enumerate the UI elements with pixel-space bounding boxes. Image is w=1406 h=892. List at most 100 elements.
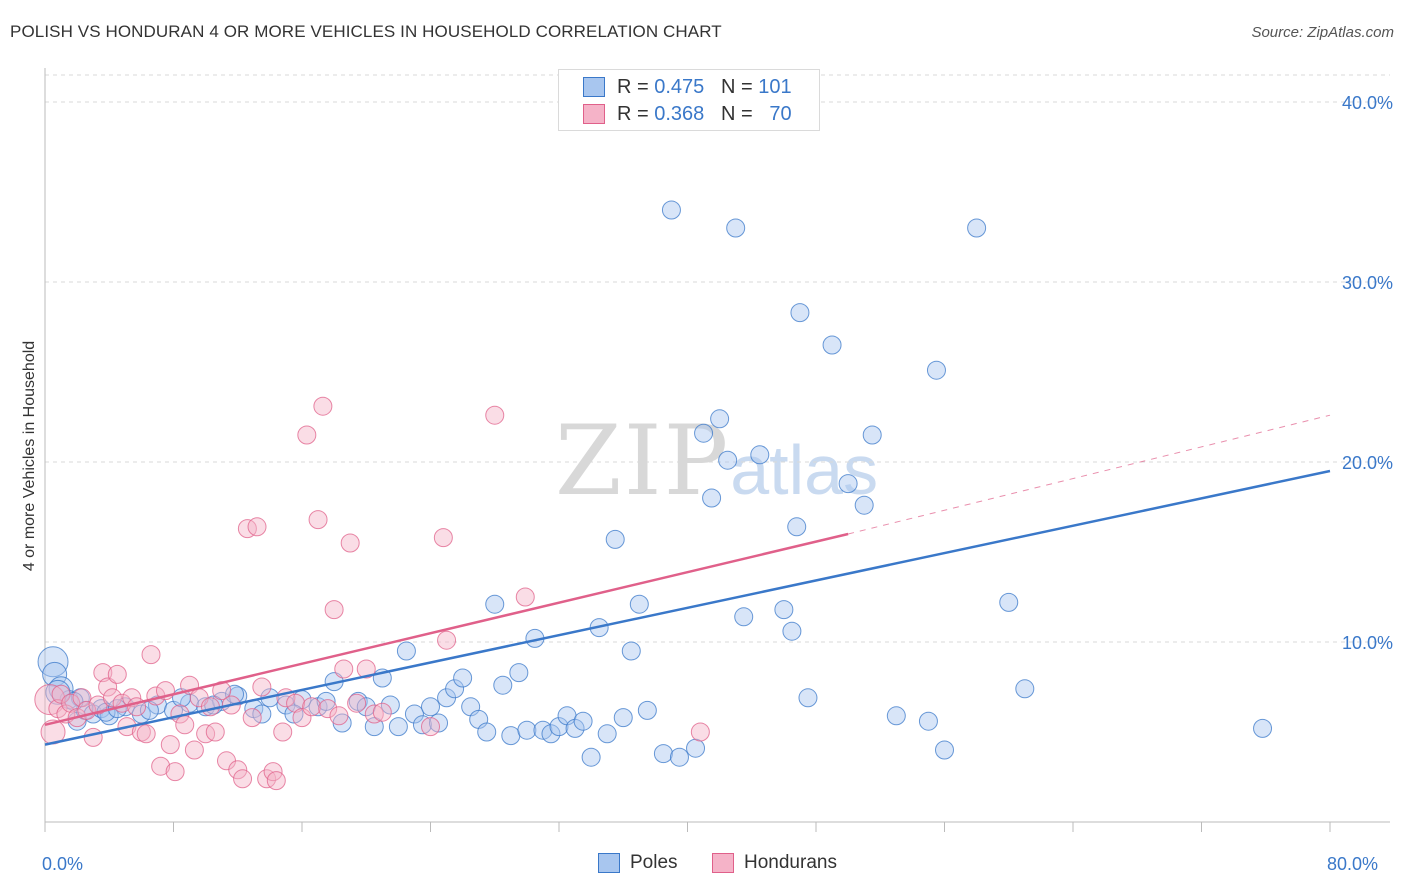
- point-poles: [999, 592, 1019, 612]
- point-poles: [686, 738, 706, 758]
- point-poles: [926, 360, 946, 380]
- legend-row-hondurans: R = 0.368 N = 70: [583, 102, 792, 126]
- point-hondurans: [61, 693, 81, 713]
- point-hondurans: [690, 722, 710, 742]
- point-hondurans: [233, 769, 253, 789]
- point-poles: [541, 724, 561, 744]
- point-poles: [493, 675, 513, 695]
- point-hondurans: [334, 659, 354, 679]
- chart-title: POLISH VS HONDURAN 4 OR MORE VEHICLES IN…: [10, 22, 722, 41]
- point-poles: [477, 722, 497, 742]
- point-poles: [621, 641, 641, 661]
- point-poles: [838, 474, 858, 494]
- legend-swatch-hondurans: [583, 104, 605, 124]
- point-poles: [501, 726, 521, 746]
- point-poles: [388, 717, 408, 737]
- series-legend-poles[interactable]: Poles: [598, 852, 678, 874]
- point-poles: [517, 720, 537, 740]
- point-poles: [1253, 718, 1273, 738]
- point-poles: [734, 607, 754, 627]
- point-poles: [782, 621, 802, 641]
- point-hondurans: [247, 517, 267, 537]
- point-hondurans: [302, 697, 322, 717]
- point-poles: [702, 488, 722, 508]
- point-hondurans: [421, 717, 440, 737]
- y-tick-label: 10.0%: [1342, 633, 1393, 653]
- point-hondurans: [286, 693, 306, 713]
- point-hondurans: [34, 684, 66, 716]
- point-hondurans: [273, 722, 293, 742]
- point-poles: [380, 695, 400, 715]
- y-tick-label: 30.0%: [1342, 273, 1393, 293]
- trendline-poles: [44, 469, 1331, 746]
- legend-r-label: R =: [617, 102, 649, 125]
- series-label-hondurans: Hondurans: [744, 852, 837, 873]
- point-poles: [886, 706, 906, 726]
- point-hondurans: [356, 659, 376, 679]
- point-poles: [565, 718, 585, 738]
- point-poles: [412, 715, 432, 735]
- point-hondurans: [237, 519, 257, 539]
- trendline-hondurans-extension: [848, 414, 1331, 535]
- legend-n-value-poles: 101: [758, 75, 792, 98]
- point-hondurans: [347, 693, 367, 713]
- point-hondurans: [292, 708, 312, 728]
- point-poles: [718, 450, 738, 470]
- y-tick-label: 20.0%: [1342, 453, 1393, 473]
- point-poles: [854, 495, 874, 515]
- point-hondurans: [160, 735, 180, 755]
- legend-row-poles: R = 0.475 N = 101: [583, 75, 792, 99]
- point-poles: [396, 641, 416, 661]
- point-hondurans: [184, 740, 204, 760]
- series-label-poles: Poles: [630, 852, 678, 873]
- point-hondurans: [165, 762, 185, 782]
- source-label: Source: ZipAtlas.com: [1251, 24, 1394, 41]
- legend-n-value-hondurans: 70: [769, 102, 792, 125]
- point-hondurans: [83, 727, 103, 747]
- legend-r-value-hondurans: 0.368: [654, 102, 705, 125]
- point-hondurans: [324, 600, 344, 620]
- stats-legend: R = 0.475 N = 101 R = 0.368 N = 70: [558, 69, 820, 131]
- point-hondurans: [308, 510, 328, 530]
- point-poles: [37, 646, 69, 678]
- point-hondurans: [205, 722, 225, 742]
- point-hondurans: [515, 587, 535, 607]
- point-poles: [509, 663, 529, 683]
- point-hondurans: [257, 769, 277, 789]
- trendline-hondurans: [44, 532, 849, 727]
- point-poles: [549, 717, 569, 737]
- point-poles: [726, 218, 746, 238]
- x-tick-label: 0.0%: [42, 854, 83, 874]
- point-hondurans: [372, 702, 392, 722]
- point-poles: [581, 747, 601, 767]
- point-poles: [694, 423, 714, 443]
- point-poles: [637, 700, 657, 720]
- legend-n-label: N =: [720, 75, 753, 98]
- point-poles: [597, 724, 617, 744]
- point-poles: [629, 594, 649, 614]
- point-hondurans: [102, 688, 122, 708]
- point-poles: [1015, 679, 1035, 699]
- point-poles: [653, 744, 673, 764]
- watermark-atlas: atlas: [730, 431, 879, 509]
- point-poles: [790, 303, 810, 323]
- series-swatch-poles: [598, 853, 620, 873]
- point-hondurans: [252, 677, 272, 697]
- point-poles: [862, 425, 882, 445]
- point-hondurans: [72, 688, 92, 708]
- point-hondurans: [485, 405, 505, 425]
- point-poles: [774, 600, 794, 620]
- point-poles: [787, 517, 807, 537]
- point-poles: [750, 445, 770, 465]
- point-hondurans: [329, 706, 349, 726]
- point-hondurans: [313, 396, 333, 416]
- y-tick-label: 40.0%: [1342, 93, 1393, 113]
- point-hondurans: [136, 724, 156, 744]
- point-hondurans: [437, 630, 457, 650]
- point-poles: [139, 700, 159, 720]
- legend-r-value-poles: 0.475: [654, 75, 705, 98]
- legend-swatch-poles: [583, 77, 605, 97]
- series-legend-hondurans[interactable]: Hondurans: [712, 852, 837, 874]
- point-poles: [573, 711, 593, 731]
